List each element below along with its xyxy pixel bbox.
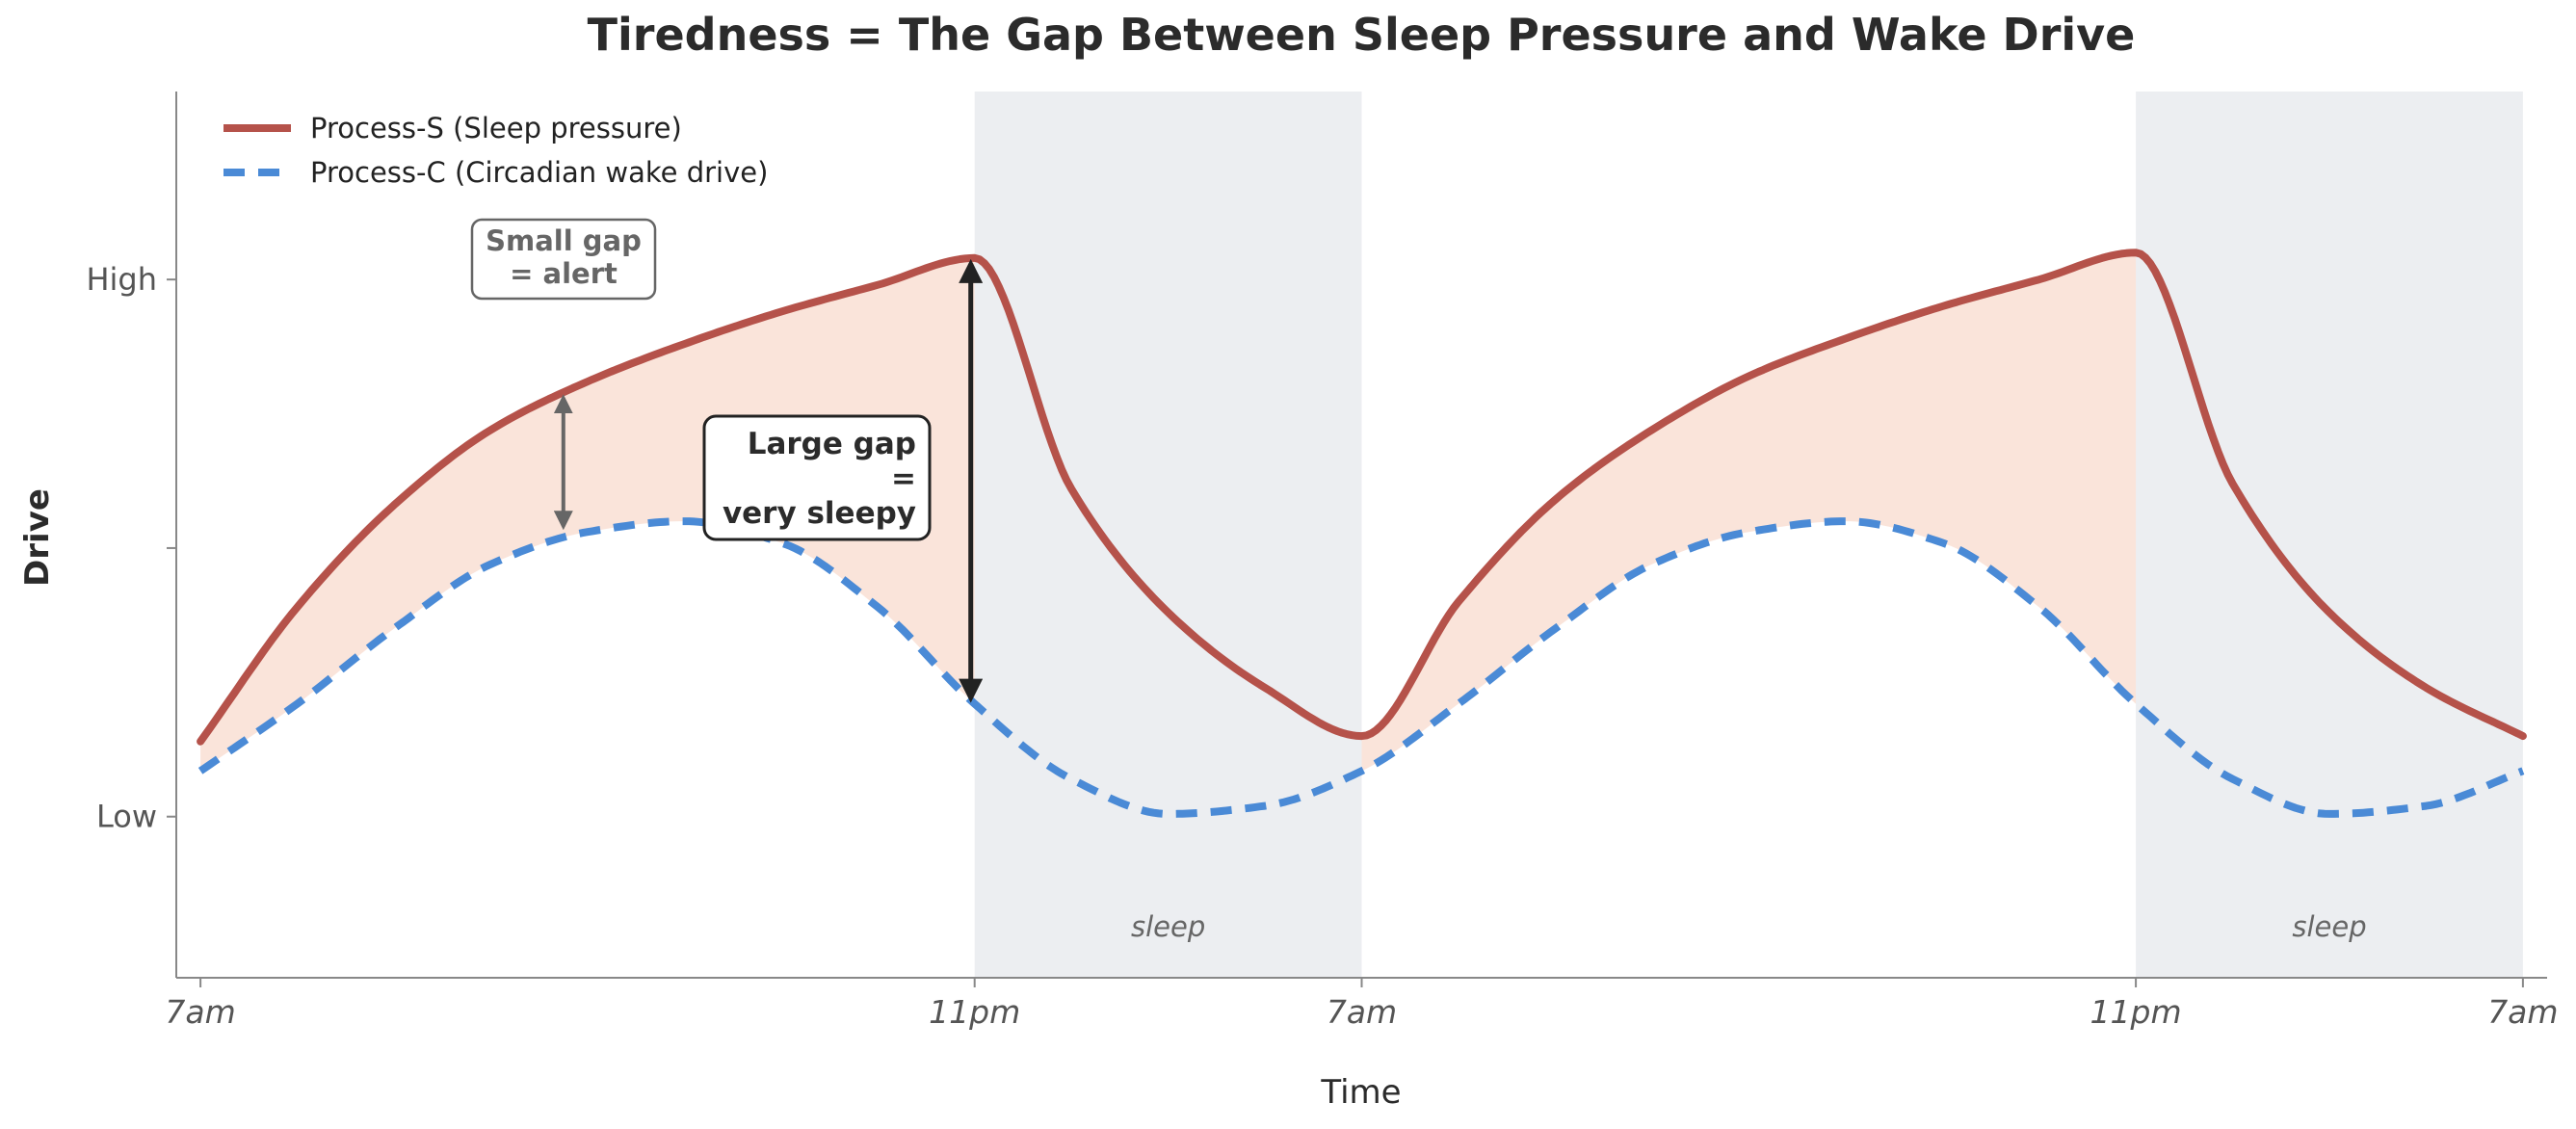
- large-gap-label-line: Large gap: [748, 427, 916, 461]
- gap-fill: [1361, 252, 2137, 772]
- x-tick-label: 11pm: [929, 993, 1020, 1031]
- large-gap-label-line: very sleepy: [723, 496, 916, 531]
- gap-fills: [200, 252, 2137, 772]
- legend-label: Process-C (Circadian wake drive): [310, 156, 768, 189]
- legend: Process-S (Sleep pressure) Process-C (Cir…: [223, 112, 768, 189]
- large-gap-label-line: =: [891, 461, 916, 496]
- legend-label: Process-S (Sleep pressure): [310, 112, 682, 144]
- sleep-label: sleep: [2292, 910, 2366, 943]
- small-gap-label-line: Small gap: [486, 224, 642, 257]
- sleep-label: sleep: [1131, 910, 1205, 943]
- sleep-labels: sleep sleep: [1131, 910, 2367, 943]
- x-tick-label: 11pm: [2090, 993, 2182, 1031]
- series-layer: [197, 249, 2527, 818]
- x-ticks: 7am 11pm 7am 11pm 7am: [165, 978, 2559, 1031]
- annotation-layer: Small gap= alert Large gap=very sleepy: [470, 218, 984, 703]
- y-axis-label: Drive: [18, 488, 57, 587]
- y-tick-label: High: [86, 261, 157, 298]
- chart-title: Tiredness = The Gap Between Sleep Pressu…: [588, 9, 2136, 61]
- y-tick-label: Low: [96, 799, 157, 835]
- x-tick-label: 7am: [2487, 993, 2558, 1031]
- small-gap-label-line: = alert: [510, 257, 618, 290]
- series-line-process-c: [197, 517, 2525, 818]
- x-axis-label: Time: [1320, 1073, 1401, 1112]
- small-gap-label-box: [470, 218, 657, 301]
- y-ticks: High Low: [86, 261, 176, 835]
- x-tick-label: 7am: [1327, 993, 1397, 1031]
- sleep-bands: [974, 92, 2523, 978]
- gap-fill: [200, 257, 975, 772]
- large-gap-label-box: [702, 414, 932, 541]
- sleep-band: [2136, 92, 2523, 978]
- series-line-process-s: [197, 249, 2527, 746]
- sleep-band: [974, 92, 1362, 978]
- x-tick-label: 7am: [165, 993, 235, 1031]
